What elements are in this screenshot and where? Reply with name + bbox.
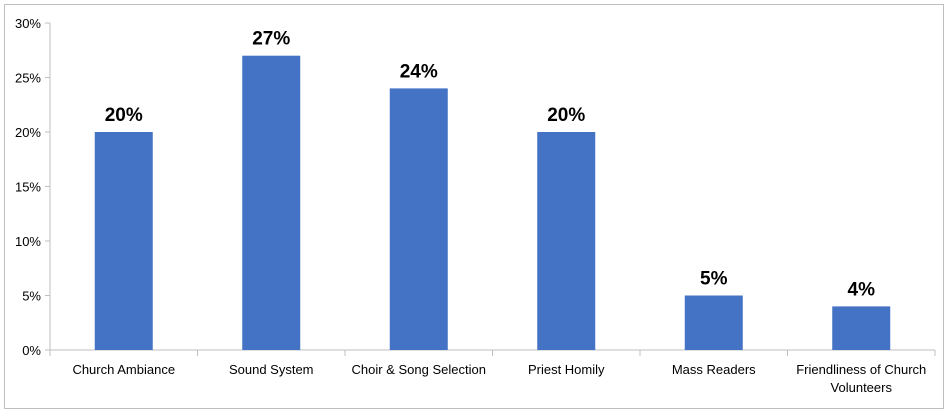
y-tick-label: 30% (15, 16, 41, 31)
data-label: 20% (547, 105, 585, 126)
y-tick-label: 25% (15, 71, 41, 86)
data-label: 20% (105, 105, 143, 126)
bar (537, 132, 596, 350)
data-label: 4% (848, 279, 876, 300)
y-tick-label: 10% (15, 234, 41, 249)
data-label: 27% (252, 29, 290, 50)
y-tick-label: 5% (22, 289, 41, 304)
category-label: Church Ambiance (72, 362, 175, 377)
bar (684, 295, 743, 350)
category-label: Sound System (229, 362, 314, 377)
category-label: Mass Readers (672, 362, 756, 377)
y-tick-label: 0% (22, 343, 41, 358)
bar (242, 55, 301, 350)
data-label: 5% (700, 269, 728, 290)
bar (94, 132, 153, 350)
category-label: Friendliness of Church (796, 362, 926, 377)
y-tick-label: 20% (15, 125, 41, 140)
data-label: 24% (400, 61, 438, 82)
category-label: Priest Homily (528, 362, 605, 377)
category-label: Choir & Song Selection (352, 362, 486, 377)
bar (832, 306, 891, 350)
bar (389, 88, 448, 351)
y-tick-label: 15% (15, 180, 41, 195)
category-label: Volunteers (831, 380, 893, 395)
chart-frame (4, 4, 944, 409)
